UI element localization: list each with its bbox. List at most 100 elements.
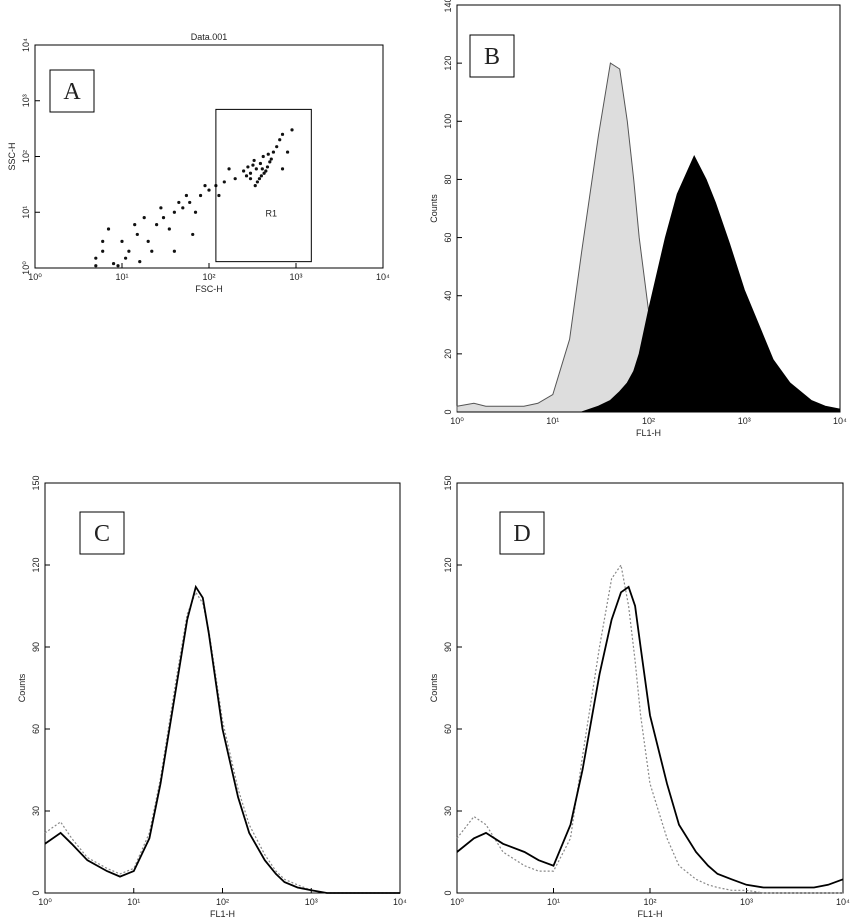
y-axis-label: Counts [17,673,27,702]
x-tick-label: 10⁰ [38,897,52,907]
point [271,150,276,154]
x-tick-label: 10⁴ [833,416,847,426]
panel-label: B [484,44,500,70]
point [177,200,181,205]
point [101,249,105,253]
point [150,249,154,253]
panel-label-box [49,69,95,113]
gate-region [215,108,312,263]
histogram-line [456,585,844,889]
y-tick-label: 100 [443,114,453,129]
panel-label: C [94,521,110,547]
y-tick-label: 40 [443,291,453,301]
x-tick-label: 10⁴ [393,897,407,907]
point [251,163,255,167]
y-tick-label: 120 [443,557,453,572]
y-tick-label: 30 [31,806,41,816]
point [242,169,246,173]
panel-label: A [63,79,81,105]
chart-title: Data.001 [191,32,228,42]
histogram-area [457,155,841,413]
point [252,158,256,163]
x-tick-label: 10³ [738,416,751,426]
point [255,180,259,184]
x-tick-label: 10³ [305,897,318,907]
point [207,188,211,192]
point [222,180,226,184]
histogram-line [456,563,843,894]
y-axis-label: Counts [429,673,439,702]
point [258,161,263,166]
x-tick-label: 10¹ [115,272,128,282]
x-tick-label: 10⁴ [376,272,390,282]
point [193,210,198,214]
point [253,184,257,188]
point [172,249,176,253]
point [159,206,163,210]
point [94,264,98,268]
point [181,206,185,210]
point [280,132,285,136]
x-tick-label: 10² [643,897,656,907]
point [127,249,131,253]
point [142,216,146,220]
point [246,165,250,169]
point [191,232,195,237]
y-tick-label: 150 [31,475,41,490]
point [106,227,111,231]
point [259,174,263,178]
y-tick-label: 10⁴ [21,38,31,52]
x-tick-label: 10¹ [127,897,140,907]
point [133,223,137,227]
panel-label-box [499,511,545,555]
point [275,145,279,149]
point [248,171,253,175]
y-tick-label: 150 [443,475,453,490]
x-tick-label: 10¹ [547,897,560,907]
y-tick-label: 60 [443,724,453,734]
y-tick-label: 20 [443,349,453,359]
y-tick-label: 90 [443,642,453,652]
point [217,193,221,198]
y-tick-label: 10¹ [21,206,31,219]
x-axis-label: FL1-H [637,909,662,917]
y-tick-label: 90 [31,642,41,652]
x-tick-label: 10⁰ [450,416,464,426]
point [203,184,207,188]
point [146,239,150,244]
point [172,210,176,214]
y-tick-label: 30 [443,806,453,816]
point [269,157,273,161]
x-axis-label: FL1-H [636,428,661,438]
x-tick-label: 10⁰ [450,897,464,907]
x-axis-label: FSC-H [195,284,223,294]
point [290,128,294,132]
panel-label: D [513,521,530,547]
x-tick-label: 10⁴ [836,897,850,907]
point [266,152,270,156]
histogram-line [44,584,400,894]
point [155,223,159,227]
point [188,200,192,205]
y-tick-label: 10³ [21,94,31,107]
y-tick-label: 60 [31,724,41,734]
x-tick-label: 10⁰ [28,272,42,282]
gate-label: R1 [266,208,278,218]
y-axis-label: Counts [429,194,439,223]
point [257,177,262,181]
panel-label-box [469,34,515,78]
point [285,150,290,154]
point [111,261,116,266]
x-axis-label: FL1-H [210,909,235,917]
x-tick-label: 10³ [740,897,753,907]
point [261,154,265,159]
point [280,167,285,171]
point [248,177,253,181]
y-tick-label: 10² [21,150,31,163]
point [161,216,166,220]
point [233,177,237,181]
y-tick-label: 120 [443,56,453,71]
point [138,260,142,264]
x-tick-label: 10² [642,416,655,426]
